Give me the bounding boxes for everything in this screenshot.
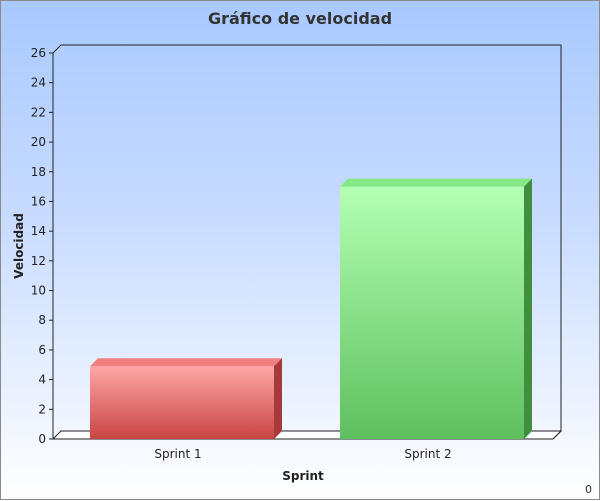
y-tick-label: 4 bbox=[38, 373, 46, 387]
x-axis-title: Sprint bbox=[282, 469, 324, 483]
bar-top-2 bbox=[340, 178, 532, 187]
y-axis-title: Velocidad bbox=[12, 213, 26, 279]
corner-label: 0 bbox=[585, 483, 592, 496]
chart-title: Gráfico de velocidad bbox=[207, 9, 393, 28]
bar-top-1 bbox=[90, 358, 282, 367]
y-tick-label: 8 bbox=[38, 313, 46, 327]
y-tick-label: 22 bbox=[31, 105, 46, 119]
y-tick-label: 26 bbox=[31, 46, 46, 60]
y-tick-label: 12 bbox=[31, 254, 46, 268]
y-tick-label: 10 bbox=[31, 284, 46, 298]
x-tick-label: Sprint 2 bbox=[404, 447, 451, 461]
bar-side-2 bbox=[524, 178, 532, 439]
bar-side-1 bbox=[274, 358, 282, 439]
y-tick-label: 14 bbox=[31, 224, 46, 238]
bar-1 bbox=[90, 366, 274, 439]
y-tick-label: 2 bbox=[38, 402, 46, 416]
y-tick-label: 16 bbox=[31, 194, 46, 208]
y-tick-label: 20 bbox=[31, 135, 46, 149]
y-tick-label: 0 bbox=[38, 432, 46, 446]
x-tick-label: Sprint 1 bbox=[154, 447, 201, 461]
y-tick-label: 24 bbox=[31, 76, 46, 90]
y-tick-label: 18 bbox=[31, 165, 46, 179]
bar-2 bbox=[340, 186, 524, 439]
y-tick-label: 6 bbox=[38, 343, 46, 357]
